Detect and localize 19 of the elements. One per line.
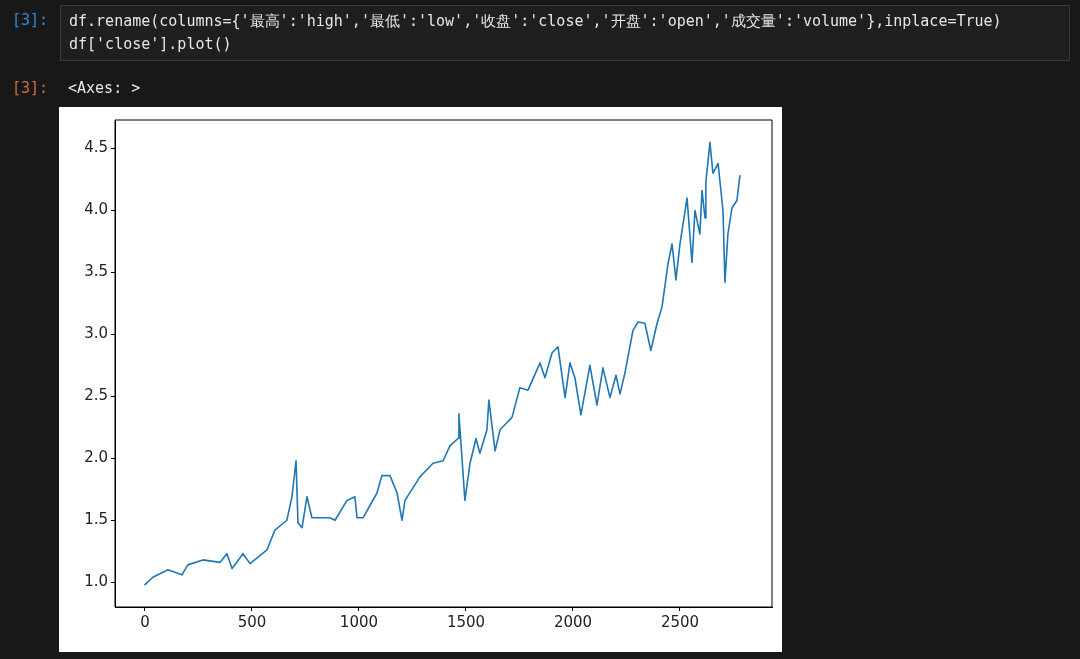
text: <Axes: > bbox=[68, 79, 141, 97]
x-tick-label: 0 bbox=[140, 612, 150, 631]
text: [3]: bbox=[12, 79, 49, 97]
x-tick-label: 1000 bbox=[339, 612, 379, 631]
y-tick-label: 3.0 bbox=[84, 324, 108, 343]
x-tick-label: 1500 bbox=[446, 612, 486, 631]
y-tick-label: 4.5 bbox=[84, 138, 108, 157]
y-tick-label: 2.0 bbox=[84, 448, 108, 467]
x-tick-label: 2500 bbox=[660, 612, 700, 631]
x-tick-label: 2000 bbox=[553, 612, 593, 631]
text: df['close'].plot() bbox=[69, 34, 233, 55]
y-tick-label: 2.5 bbox=[84, 386, 108, 405]
y-tick-label: 1.0 bbox=[84, 572, 108, 591]
text: df.rename(columns={'最高':'high','最低':'low','收盘':'close','开盘':'open','成交量':'volume'},inplace=True) bbox=[69, 11, 1003, 32]
text: [3]: bbox=[12, 11, 49, 29]
x-tick-label: 500 bbox=[237, 612, 267, 631]
y-tick-label: 3.5 bbox=[84, 262, 108, 281]
y-tick-label: 1.5 bbox=[84, 510, 108, 529]
y-tick-label: 4.0 bbox=[84, 200, 108, 219]
